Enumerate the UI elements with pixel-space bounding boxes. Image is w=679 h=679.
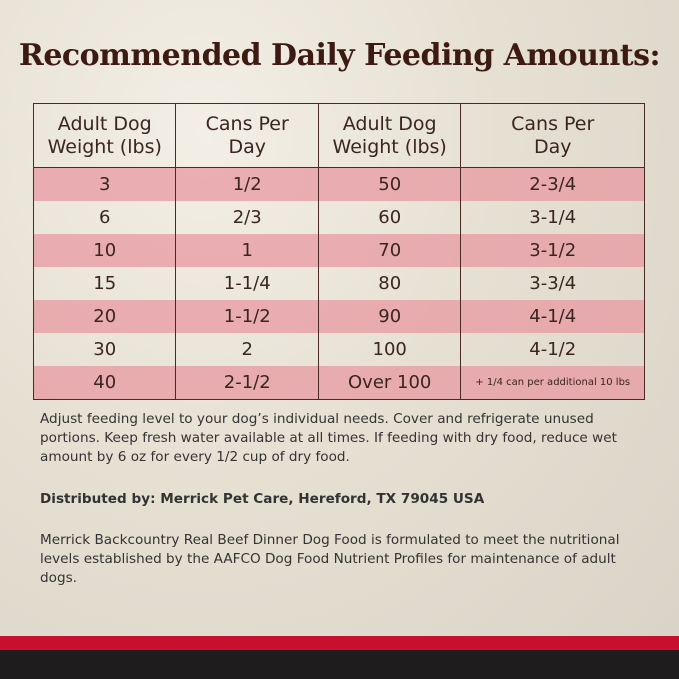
table-cell: 3-3/4 xyxy=(460,267,645,300)
table-cell: 30 xyxy=(32,333,177,366)
black-band xyxy=(0,650,679,679)
table-cell: 2-1/2 xyxy=(175,366,319,400)
table-cell: 50 xyxy=(317,167,462,201)
table-cell: 90 xyxy=(317,300,462,333)
table-cell: 3 xyxy=(32,167,177,201)
table-cell: 1-1/2 xyxy=(175,300,319,333)
table-row: 15 1-1/4 80 3-3/4 xyxy=(32,267,645,300)
table-cell: 6 xyxy=(32,201,177,234)
table-cell: 1-1/4 xyxy=(175,267,319,300)
table-cell: 2-3/4 xyxy=(460,167,645,201)
table-row: 10 1 70 3-1/2 xyxy=(32,234,645,267)
instructions: Adjust feeding level to your dog’s indiv… xyxy=(40,411,617,465)
table-cell: 1/2 xyxy=(175,167,319,201)
header-text: Adult Dog Weight (lbs) xyxy=(332,112,447,158)
table-cell: 2/3 xyxy=(175,201,319,234)
table-cell: 20 xyxy=(32,300,177,333)
table-row: 30 2 100 4-1/2 xyxy=(32,333,645,366)
header-cell: Adult Dog Weight (lbs) xyxy=(32,103,177,168)
table-row: 6 2/3 60 3-1/4 xyxy=(32,201,645,234)
table-row: 3 1/2 50 2-3/4 xyxy=(32,167,645,201)
table-cell: 1 xyxy=(175,234,319,267)
table-cell: 15 xyxy=(32,267,177,300)
header-text: Cans Per Day xyxy=(511,112,595,158)
table-cell: 70 xyxy=(317,234,462,267)
table-cell: 2 xyxy=(175,333,319,366)
header-cell: Cans Per Day xyxy=(460,103,645,168)
aafco-statement: Merrick Backcountry Real Beef Dinner Dog… xyxy=(40,532,620,586)
table-body: 3 1/2 50 2-3/4 6 2/3 60 3-1/4 10 1 70 3-1/2 15 1-1/4 8… xyxy=(32,167,645,400)
table-cell: 10 xyxy=(32,234,177,267)
table-cell: Over 100 xyxy=(317,366,462,400)
title: Recommended Daily Feeding Amounts: xyxy=(18,38,661,73)
header-text: Adult Dog Weight (lbs) xyxy=(47,112,162,158)
table-row: 20 1-1/2 90 4-1/4 xyxy=(32,300,645,333)
table-cell: 60 xyxy=(317,201,462,234)
table-cell: 3-1/2 xyxy=(460,234,645,267)
feeding-table: Adult Dog Weight (lbs) Cans Per Day Adult … xyxy=(32,103,645,400)
header-text: Cans Per Day xyxy=(205,112,289,158)
table-cell: 4-1/2 xyxy=(460,333,645,366)
header-row: Adult Dog Weight (lbs) Cans Per Day Adult … xyxy=(32,103,645,168)
header-cell: Adult Dog Weight (lbs) xyxy=(317,103,462,168)
table-row: 40 2-1/2 Over 100 + 1/4 can per additional … xyxy=(32,366,645,400)
red-band xyxy=(0,636,679,650)
table-cell: + 1/4 can per additional 10 lbs xyxy=(460,366,645,400)
table-cell: 40 xyxy=(32,366,177,400)
table-cell: 100 xyxy=(317,333,462,366)
table-cell: 3-1/4 xyxy=(460,201,645,234)
distributor: Distributed by: Merrick Pet Care, Herefo… xyxy=(40,491,485,507)
header-cell: Cans Per Day xyxy=(175,103,319,168)
table-cell: 80 xyxy=(317,267,462,300)
table-cell: 4-1/4 xyxy=(460,300,645,333)
